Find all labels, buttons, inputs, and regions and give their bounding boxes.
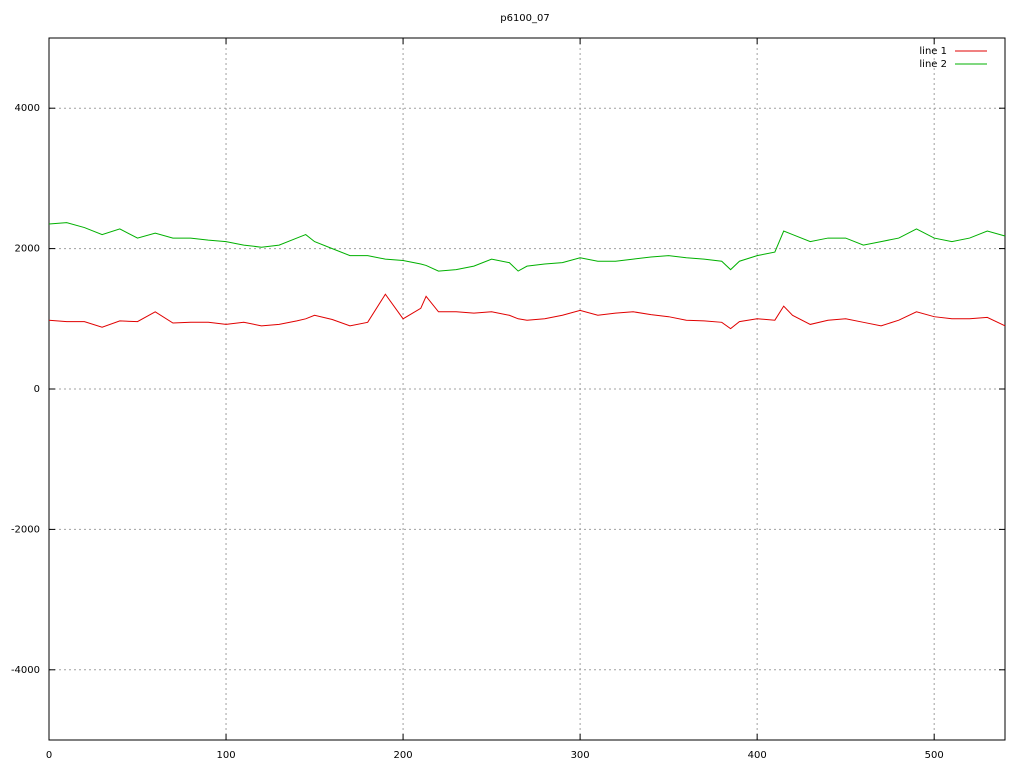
y-tick-label: -2000 xyxy=(11,524,40,535)
x-tick-label: 100 xyxy=(216,750,235,761)
y-tick-label: 4000 xyxy=(15,103,40,114)
x-tick-label: 400 xyxy=(748,750,767,761)
data-line xyxy=(48,293,1006,330)
chart-title: p6100_07 xyxy=(500,13,550,24)
legend-label: line 1 xyxy=(919,46,947,57)
x-tick-label: 500 xyxy=(925,750,944,761)
y-tick-label: 2000 xyxy=(15,244,40,255)
y-tick-label: -4000 xyxy=(11,665,40,676)
data-line xyxy=(48,222,1006,272)
x-tick-label: 0 xyxy=(46,750,52,761)
plot-border xyxy=(48,37,1006,741)
legend-label: line 2 xyxy=(919,59,947,70)
x-tick-label: 300 xyxy=(571,750,590,761)
x-tick-label: 200 xyxy=(394,750,413,761)
y-tick-label: 0 xyxy=(34,384,40,395)
